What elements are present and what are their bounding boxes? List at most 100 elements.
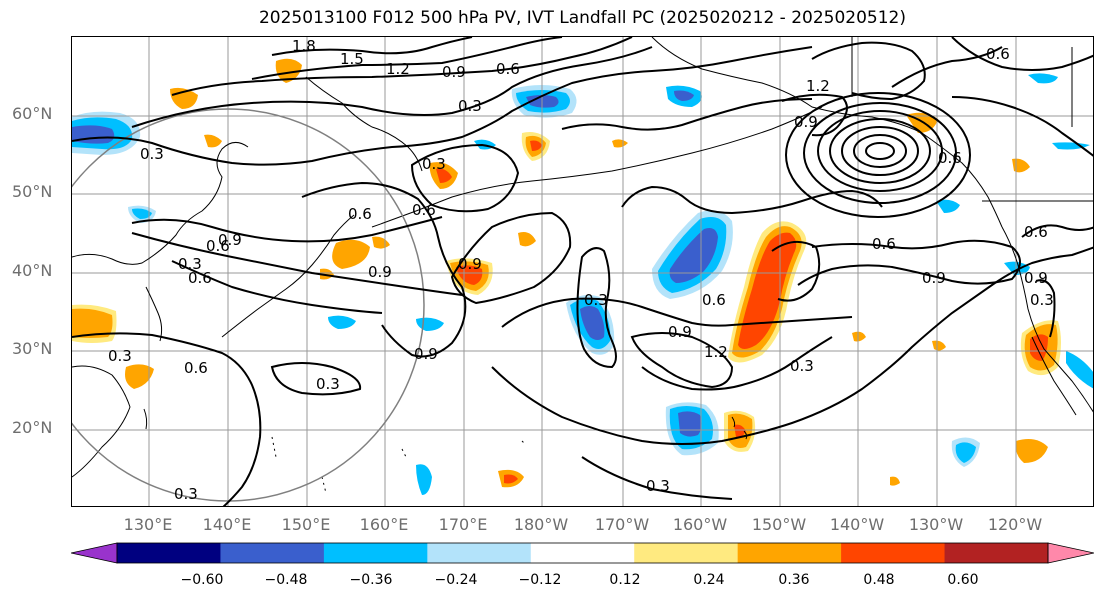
pv-contour xyxy=(951,96,1093,157)
colorbar-tick-label: 0.48 xyxy=(863,572,895,588)
pv-contour xyxy=(301,181,467,358)
pv-contour xyxy=(561,98,813,131)
contour-label: 0.3 xyxy=(108,347,132,365)
positive-anomaly-region xyxy=(504,474,518,484)
contour-label: 0.9 xyxy=(442,63,466,81)
lon-label-140w: 140°W xyxy=(829,515,885,534)
pv-contour xyxy=(576,247,617,369)
pv-contour-low-center xyxy=(865,142,895,160)
lon-label-130w: 130°W xyxy=(908,515,964,534)
colorbar-tick-label: −0.60 xyxy=(180,572,224,588)
coastline-north-america-west xyxy=(1001,226,1093,413)
contour-label: 0.6 xyxy=(412,201,436,219)
coastline-aleutians xyxy=(371,106,823,228)
pv-contour xyxy=(771,240,821,302)
positive-anomaly-region xyxy=(734,424,746,438)
lat-label-20n: 20°N xyxy=(12,418,53,437)
positive-anomaly-region xyxy=(1015,439,1048,463)
lat-label-50n: 50°N xyxy=(12,182,53,201)
contour-labels: 1.8 1.5 1.2 0.9 0.6 0.3 0.6 1.2 0.9 0.6 … xyxy=(108,37,1054,503)
lon-label-160w: 160°W xyxy=(672,515,728,534)
contour-label: 1.2 xyxy=(704,343,728,361)
positive-anomaly-region xyxy=(372,236,390,249)
contour-label: 0.3 xyxy=(140,145,164,163)
colorbar-segments xyxy=(71,542,1094,564)
negative-anomaly-region xyxy=(1028,73,1058,84)
colorbar-segment xyxy=(634,543,739,563)
positive-anomaly-region xyxy=(456,265,483,285)
pv-contour xyxy=(1035,279,1056,338)
pv-contour xyxy=(131,46,653,128)
coastline-alaska xyxy=(651,37,1003,228)
contour-label: 0.6 xyxy=(702,291,726,309)
pv-contour xyxy=(131,216,443,243)
lat-label-60n: 60°N xyxy=(12,104,53,123)
contour-label: 0.6 xyxy=(184,359,208,377)
negative-anomaly-region xyxy=(416,464,432,495)
positive-anomaly-region xyxy=(530,140,542,151)
pv-contour xyxy=(450,211,572,305)
negative-anomaly-region xyxy=(678,411,702,437)
contour-label: 0.6 xyxy=(188,269,212,287)
contour-label: 1.2 xyxy=(806,77,830,95)
colorbar-extend-left xyxy=(71,542,118,564)
lon-label-140e: 140°E xyxy=(202,515,252,534)
map-title: 2025013100 F012 500 hPa PV, IVT Landfall… xyxy=(258,8,906,28)
colorbar-frame xyxy=(116,542,1049,564)
contour-label: 0.3 xyxy=(316,375,340,393)
negative-anomaly-region xyxy=(580,306,605,340)
contour-label: 0.3 xyxy=(458,97,482,115)
border-canada-us xyxy=(851,37,1093,202)
pv-contour xyxy=(891,46,1003,88)
contour-label: 0.9 xyxy=(218,231,242,249)
contour-label: 0.9 xyxy=(368,263,392,281)
contour-label: 0.3 xyxy=(646,477,670,495)
lon-label-150e: 150°E xyxy=(281,515,331,534)
lon-label-170w: 170°W xyxy=(594,515,650,534)
lon-label-120w: 120°W xyxy=(987,515,1043,534)
coastline-japan xyxy=(221,214,355,338)
contour-label: 0.9 xyxy=(668,323,692,341)
pv-contour xyxy=(621,185,883,215)
lon-label-170e: 170°E xyxy=(438,515,488,534)
colorbar-tick-label: −0.36 xyxy=(349,572,393,588)
pv-contour-low-ring xyxy=(817,110,943,192)
positive-anomaly-region xyxy=(890,476,900,486)
colorbar-segment xyxy=(944,543,1049,563)
colorbar-tick-label: 0.12 xyxy=(609,572,641,588)
colorbar-segment xyxy=(117,543,221,563)
pv-contour-low-ring xyxy=(785,92,971,218)
pv-contour xyxy=(72,332,262,506)
lon-label-150w: 150°W xyxy=(751,515,807,534)
pv-contour xyxy=(1021,224,1093,238)
pv-contour xyxy=(630,332,734,389)
contour-label: 0.6 xyxy=(496,60,520,78)
contour-label: 1.5 xyxy=(340,50,364,68)
positive-anomaly-region xyxy=(436,168,452,183)
colorbar-segment xyxy=(427,543,532,563)
colorbar-tick-label: −0.48 xyxy=(264,572,308,588)
negative-anomaly-region xyxy=(416,317,444,331)
pv-contour xyxy=(581,456,733,500)
contour-label: 0.3 xyxy=(174,485,198,503)
colorbar-segment xyxy=(841,543,946,563)
positive-anomaly-region xyxy=(204,134,222,148)
pv-contour xyxy=(131,232,463,296)
map-svg: 1.8 1.5 1.2 0.9 0.6 0.3 0.6 1.2 0.9 0.6 … xyxy=(72,37,1093,506)
coastline-kamchatka xyxy=(305,76,423,172)
positive-anomaly-region xyxy=(738,232,797,349)
pv-contour xyxy=(797,239,1021,286)
lon-label-180w: 180°W xyxy=(513,515,569,534)
contour-label: 0.9 xyxy=(922,269,946,287)
negative-anomaly-region xyxy=(674,90,694,101)
colorbar-extend-right xyxy=(1047,542,1094,564)
focus-circle xyxy=(72,108,425,502)
lon-label-160e: 160°E xyxy=(359,515,409,534)
pv-contour xyxy=(271,37,473,56)
colorbar-tick-label: 0.36 xyxy=(778,572,810,588)
positive-anomaly-region xyxy=(332,239,370,269)
pv-contour xyxy=(811,41,926,101)
pv-contour xyxy=(410,143,520,213)
contour-label: 0.3 xyxy=(1030,291,1054,309)
colorbar-tick-label: 0.24 xyxy=(693,572,725,588)
